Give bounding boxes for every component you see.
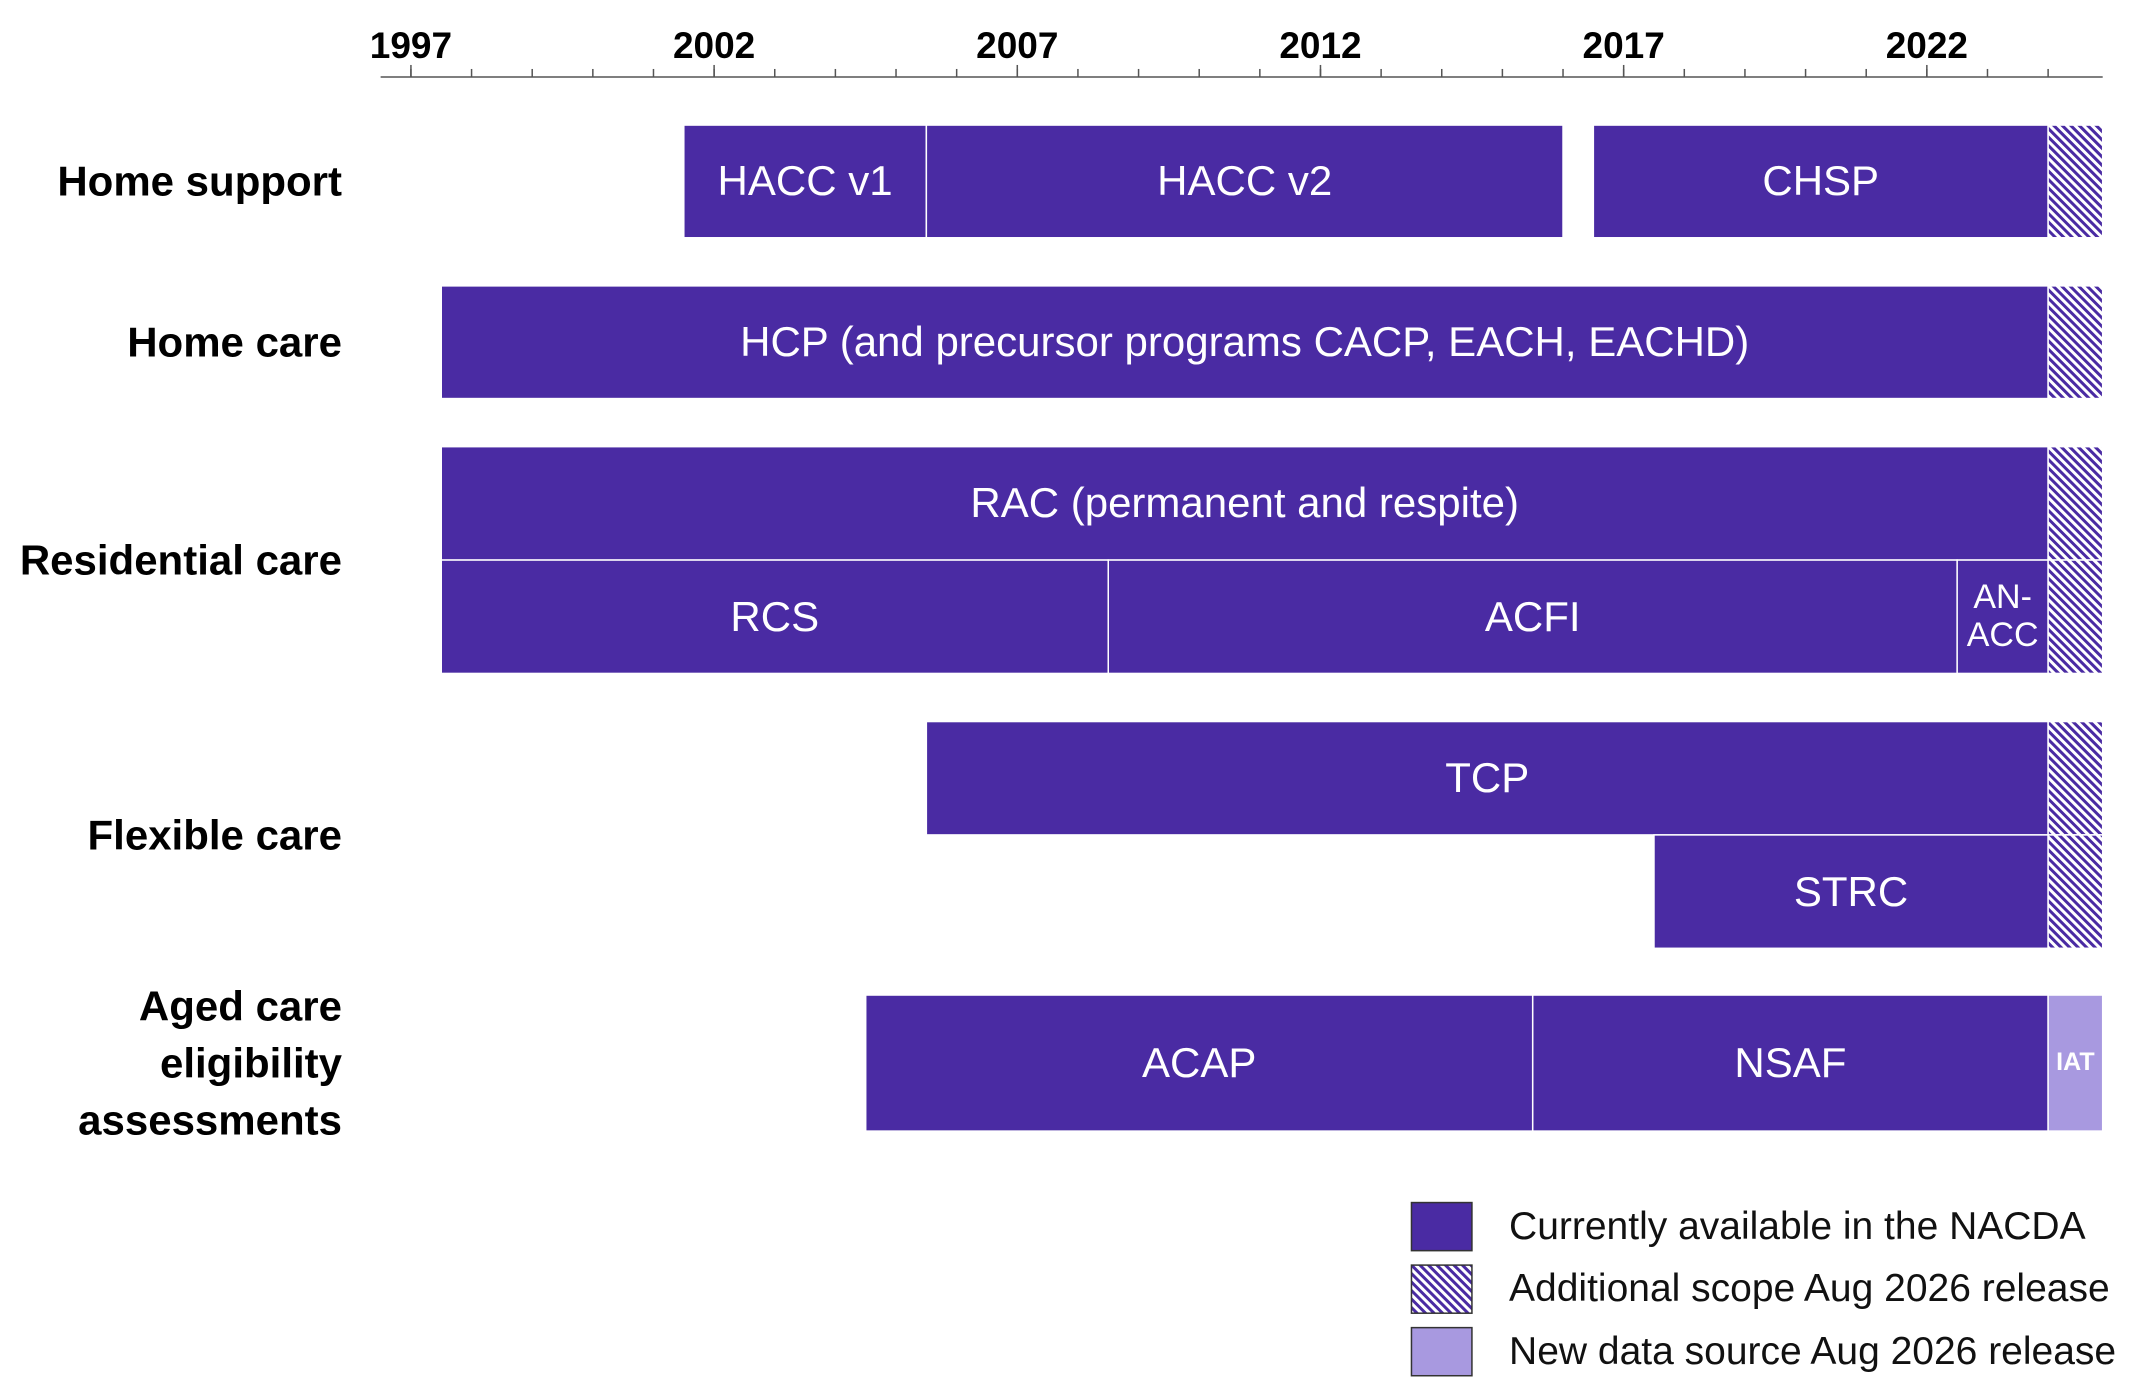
timeline-bar xyxy=(2047,834,2104,950)
row-label: Residential care xyxy=(19,536,342,584)
bar-label: CHSP xyxy=(1762,157,1880,205)
row-label: Home support xyxy=(57,157,342,205)
bar-label: NSAF xyxy=(1734,1038,1847,1086)
bar-label: RCS xyxy=(730,592,820,640)
bar-label: HCP (and precursor programs CACP, EACH, … xyxy=(740,318,1750,366)
timeline-bar xyxy=(683,124,928,239)
timeline-bar xyxy=(1107,559,1958,675)
legend-swatch xyxy=(1410,1264,1473,1314)
legend-label: Currently available in the NACDA xyxy=(1509,1204,2086,1248)
timeline-bar xyxy=(925,124,1564,239)
bar-label: HACC v1 xyxy=(717,157,893,205)
timeline-bar xyxy=(440,559,1110,675)
timeline-bar xyxy=(2047,994,2104,1132)
legend-swatch xyxy=(1410,1201,1473,1252)
timeline-bar xyxy=(2047,559,2104,675)
timeline-bar xyxy=(440,445,2049,561)
bar-label: TCP xyxy=(1445,754,1530,802)
bar-label: RAC (permanent and respite) xyxy=(970,479,1519,527)
legend-swatch xyxy=(1410,1326,1473,1377)
timeline-bar xyxy=(925,720,2049,836)
timeline-bar xyxy=(2047,720,2104,836)
timeline-bar xyxy=(2047,285,2104,400)
row-label: Flexible care xyxy=(87,811,342,859)
x-tick-label: 1997 xyxy=(369,24,453,66)
timeline-bar xyxy=(1531,994,2049,1132)
timeline-bar xyxy=(864,994,1534,1132)
timeline-bar xyxy=(440,285,2049,400)
x-tick-label: 2022 xyxy=(1885,24,1968,66)
row-label: Home care xyxy=(127,318,342,366)
x-tick-label: 2002 xyxy=(672,24,756,66)
timeline-bar xyxy=(2047,445,2104,561)
bar-label: AN-ACC xyxy=(1966,578,2039,654)
legend-label: New data source Aug 2026 release xyxy=(1509,1329,2117,1373)
bar-label: HACC v2 xyxy=(1157,157,1333,205)
bar-label: IAT xyxy=(2056,1048,2095,1077)
x-tick-label: 2012 xyxy=(1279,24,1362,66)
legend-label: Additional scope Aug 2026 release xyxy=(1509,1267,2110,1311)
bar-label: ACAP xyxy=(1142,1038,1257,1086)
timeline-bar xyxy=(1653,834,2049,950)
timeline-bar xyxy=(1592,124,2049,239)
timeline-bar xyxy=(2047,124,2104,239)
row-label: Aged care eligibility assessments xyxy=(78,982,342,1144)
bar-label: ACFI xyxy=(1484,592,1581,640)
x-tick-label: 2017 xyxy=(1582,24,1665,66)
timeline-bar xyxy=(1956,559,2049,675)
x-tick-label: 2007 xyxy=(976,24,1059,66)
bar-label: STRC xyxy=(1793,867,1909,915)
